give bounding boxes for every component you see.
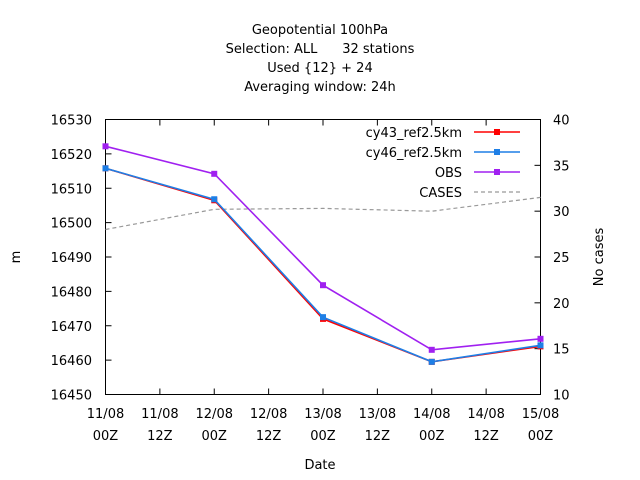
y2-axis-label: No cases xyxy=(592,228,607,287)
data-point-cy46-ref2-5km xyxy=(102,165,109,172)
x-tick-label: 11/08 xyxy=(141,407,178,422)
legend-marker-obs xyxy=(494,169,500,175)
y2-tick-label: 25 xyxy=(553,251,570,266)
y-axis-left: 16450 16460 16470 16480 16490 16500 16510 16520… xyxy=(51,114,112,404)
x-tick-label: 13/08 xyxy=(359,407,396,422)
y-tick-label: 16490 xyxy=(51,251,92,266)
title-line: Used {12} + 24 xyxy=(267,61,372,76)
y-tick-label: 16500 xyxy=(51,217,92,232)
data-point-obs xyxy=(537,335,544,342)
data-point-obs xyxy=(102,143,109,150)
x-tick-label: 12Z xyxy=(365,429,391,444)
legend-label-cy43-ref2-5km: cy43_ref2.5km xyxy=(366,126,462,141)
y-tick-label: 16460 xyxy=(51,354,92,369)
data-point-obs xyxy=(211,170,218,177)
x-axis: 11/08 00Z 11/08 12Z 12/08 00Z 12/08 12Z 13/08 00Z… xyxy=(87,119,559,444)
plot-area-border xyxy=(105,119,541,395)
y-tick-label: 16450 xyxy=(51,389,92,404)
y-tick-label: 16480 xyxy=(51,285,92,300)
series-line-cy43-ref2-5km xyxy=(105,167,541,363)
legend-marker-cy43-ref2-5km xyxy=(494,129,500,135)
series-line-cy46-ref2-5km xyxy=(105,167,541,363)
y2-tick-label: 40 xyxy=(553,114,570,129)
x-tick-label: 12Z xyxy=(147,429,173,444)
series-line-cases xyxy=(105,196,541,231)
legend-label-obs: OBS xyxy=(435,166,462,181)
title-line: Selection: ALL 32 stations xyxy=(226,42,415,57)
data-point-obs xyxy=(320,282,326,289)
legend: cy43_ref2.5km cy46_ref2.5km OBS CASES xyxy=(366,126,520,201)
legend-marker-cy46-ref2-5km xyxy=(494,149,500,155)
y-tick-label: 16470 xyxy=(51,320,92,335)
data-point-cy46-ref2-5km xyxy=(211,196,218,203)
x-tick-label: 11/08 xyxy=(87,407,124,422)
x-tick-label: 13/08 xyxy=(304,407,341,422)
title-line: Geopotential 100hPa xyxy=(252,23,388,38)
title-line: Averaging window: 24h xyxy=(244,80,396,95)
x-axis-label: Date xyxy=(304,458,335,473)
chart-title: Geopotential 100hPa Selection: ALL 32 sta… xyxy=(226,23,415,95)
y-axis-label: m xyxy=(9,251,24,264)
x-tick-label: 00Z xyxy=(93,429,119,444)
x-tick-label: 12Z xyxy=(256,429,282,444)
x-tick-label: 00Z xyxy=(419,429,445,444)
x-tick-label: 00Z xyxy=(202,429,228,444)
legend-label-cases: CASES xyxy=(419,186,462,201)
x-tick-label: 00Z xyxy=(528,429,554,444)
data-point-obs xyxy=(428,346,435,353)
y2-tick-label: 35 xyxy=(553,159,570,174)
data-point-cy46-ref2-5km xyxy=(320,314,326,321)
x-tick-label: 12/08 xyxy=(250,407,287,422)
x-tick-label: 12/08 xyxy=(196,407,233,422)
x-tick-label: 00Z xyxy=(310,429,336,444)
y2-tick-label: 10 xyxy=(553,389,570,404)
y-tick-label: 16520 xyxy=(51,148,92,163)
y-tick-label: 16530 xyxy=(51,114,92,129)
y2-tick-label: 30 xyxy=(553,205,570,220)
legend-label-cy46-ref2-5km: cy46_ref2.5km xyxy=(366,146,462,161)
y-axis-right: 10 15 20 25 30 35 40 xyxy=(534,114,570,404)
data-point-cy46-ref2-5km xyxy=(537,342,544,349)
series-layer xyxy=(102,143,544,365)
x-tick-label: 14/08 xyxy=(467,407,504,422)
y2-tick-label: 15 xyxy=(553,343,570,358)
y-tick-label: 16510 xyxy=(51,182,92,197)
x-tick-label: 14/08 xyxy=(413,407,450,422)
x-tick-label: 12Z xyxy=(473,429,499,444)
x-tick-label: 15/08 xyxy=(522,407,559,422)
y2-tick-label: 20 xyxy=(553,297,570,312)
data-point-cy46-ref2-5km xyxy=(428,358,435,365)
